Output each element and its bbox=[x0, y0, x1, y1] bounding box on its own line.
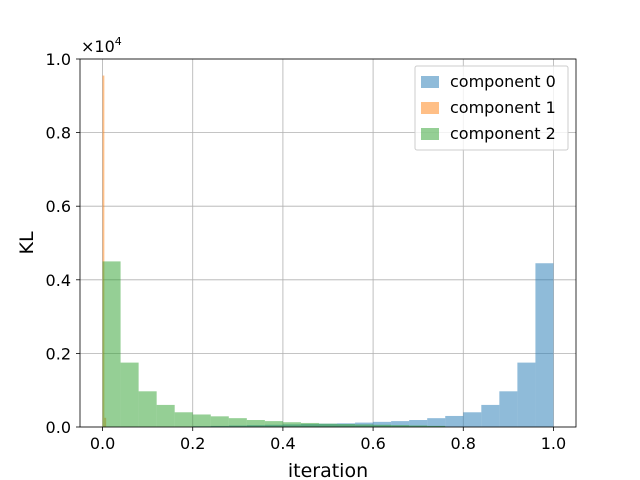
bar-series-0-bin-14 bbox=[445, 415, 464, 427]
y-tick-label-1: 0.2 bbox=[46, 344, 71, 363]
bar-series-0-bin-10 bbox=[373, 421, 392, 427]
legend: component 0 component 1 component 2 bbox=[414, 65, 569, 151]
x-tick-label-0: 0.0 bbox=[90, 434, 115, 453]
bar-series-0-bin-16 bbox=[481, 404, 500, 427]
plot-frame bbox=[79, 58, 577, 428]
y-tick-label-0: 0.0 bbox=[46, 418, 71, 437]
bar-series-2-bin-10 bbox=[282, 422, 301, 427]
bar-series-0-bin-13 bbox=[427, 418, 446, 427]
bar-series-2-bin-17 bbox=[409, 425, 428, 427]
y-axis-label: KL bbox=[16, 231, 38, 254]
x-tick-label-1: 0.2 bbox=[180, 434, 205, 453]
bar-series-2-bin-4 bbox=[174, 412, 193, 427]
bar-series-0-bin-17 bbox=[499, 391, 518, 427]
bar-series-1-bin-0 bbox=[102, 75, 105, 427]
bar-series-2-bin-6 bbox=[210, 416, 229, 427]
bar-series-2-bin-0 bbox=[102, 261, 121, 427]
series-2-bars bbox=[102, 261, 446, 427]
bar-series-2-bin-8 bbox=[246, 420, 265, 427]
legend-box bbox=[414, 65, 569, 151]
bar-series-2-bin-16 bbox=[391, 425, 410, 427]
bar-series-2-bin-13 bbox=[337, 424, 356, 427]
bar-series-0-bin-11 bbox=[391, 421, 410, 427]
legend-label-component-0: component 0 bbox=[450, 72, 556, 91]
legend-label-component-2: component 2 bbox=[450, 124, 556, 143]
x-axis-label: iteration bbox=[288, 460, 368, 480]
legend-swatch-component-2 bbox=[421, 128, 439, 140]
bar-series-2-bin-18 bbox=[427, 425, 446, 427]
histogram-bars bbox=[102, 75, 554, 427]
x-tick-label-3: 0.6 bbox=[360, 434, 385, 453]
bar-series-2-bin-7 bbox=[228, 418, 247, 427]
legend-swatch-component-0 bbox=[421, 76, 439, 88]
y-tick-label-5: 1.0 bbox=[46, 50, 71, 69]
y-tick-label-3: 0.6 bbox=[46, 197, 71, 216]
axis-ticks: 0.0 0.2 0.4 0.6 0.8 1.0 0.0 0.2 0.4 0.6 0.8 1.0 bbox=[46, 50, 567, 453]
bar-series-0-bin-19 bbox=[535, 263, 554, 427]
bar-series-2-bin-2 bbox=[138, 391, 157, 427]
legend-swatch-component-1 bbox=[421, 102, 439, 114]
x-tick-label-4: 0.8 bbox=[451, 434, 476, 453]
bar-series-0-bin-18 bbox=[517, 362, 536, 427]
bar-series-2-bin-14 bbox=[355, 424, 374, 427]
bar-series-2-bin-5 bbox=[192, 414, 211, 427]
bar-series-2-bin-15 bbox=[373, 424, 392, 427]
y-scale-exponent: 4 bbox=[115, 35, 122, 48]
bar-series-2-bin-12 bbox=[318, 423, 338, 427]
bar-series-2-bin-1 bbox=[120, 362, 139, 427]
bar-series-2-bin-3 bbox=[156, 404, 175, 427]
y-tick-label-4: 0.8 bbox=[46, 124, 71, 143]
y-tick-label-2: 0.4 bbox=[46, 271, 71, 290]
y-scale-multiplier: ×10 bbox=[81, 37, 115, 56]
y-scale-offset-label: ×104 bbox=[81, 35, 122, 56]
x-tick-label-2: 0.4 bbox=[270, 434, 295, 453]
bar-series-0-bin-12 bbox=[409, 420, 428, 427]
bar-series-2-bin-11 bbox=[300, 422, 319, 427]
bar-series-2-bin-9 bbox=[264, 421, 283, 427]
x-tick-label-5: 1.0 bbox=[541, 434, 566, 453]
bar-series-0-bin-15 bbox=[463, 412, 482, 427]
legend-label-component-1: component 1 bbox=[450, 98, 556, 117]
